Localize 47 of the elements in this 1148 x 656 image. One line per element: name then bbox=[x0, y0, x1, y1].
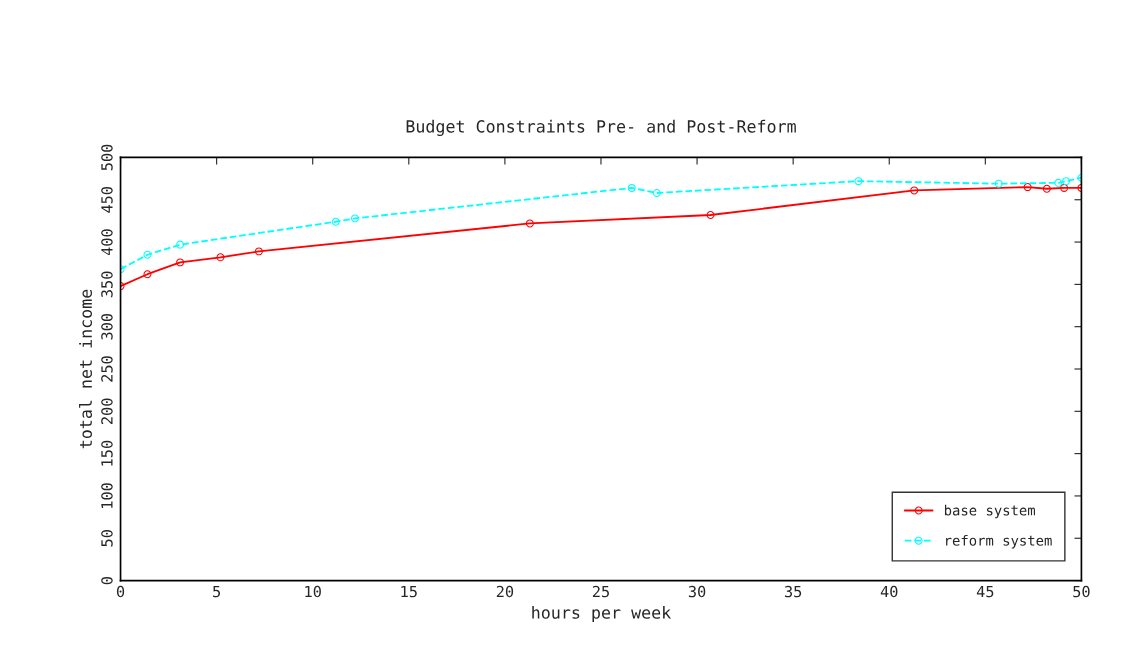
y-tick-label: 300 bbox=[101, 313, 113, 340]
point bbox=[216, 253, 225, 262]
y-tick-label: 400 bbox=[101, 229, 113, 256]
x-tick-label: 10 bbox=[305, 585, 321, 598]
x-tick-label: 35 bbox=[784, 585, 802, 598]
point bbox=[706, 210, 715, 219]
point bbox=[254, 247, 263, 256]
point bbox=[1062, 177, 1071, 186]
x-tick-label: 5 bbox=[213, 585, 220, 598]
x-tick-label: 25 bbox=[592, 585, 609, 598]
point bbox=[627, 183, 636, 192]
x-tick-label: 50 bbox=[1073, 585, 1090, 598]
x-tick-label: 45 bbox=[976, 585, 994, 598]
point bbox=[143, 270, 152, 279]
x-tick-label: 40 bbox=[880, 585, 898, 598]
point bbox=[652, 188, 661, 197]
legend-label: base system bbox=[944, 504, 1035, 519]
point bbox=[1054, 178, 1063, 187]
y-tick-label: 350 bbox=[101, 271, 113, 298]
point bbox=[176, 240, 185, 249]
y-tick-label: 500 bbox=[101, 144, 113, 171]
y-tick-label: 50 bbox=[101, 530, 113, 547]
point bbox=[1060, 183, 1069, 192]
legend-label: reform system bbox=[946, 534, 1052, 549]
point bbox=[331, 217, 340, 226]
point bbox=[994, 179, 1003, 188]
y-tick-label: 200 bbox=[101, 398, 113, 424]
x-tick-label: 20 bbox=[496, 585, 514, 598]
y-tick-label: 450 bbox=[101, 186, 113, 213]
point bbox=[910, 186, 919, 195]
chart-title: Budget Constraints Pre- and Post-Reform bbox=[406, 119, 796, 137]
x-tick-label: 0 bbox=[116, 585, 125, 598]
point bbox=[525, 219, 534, 228]
point bbox=[351, 214, 359, 223]
x-tick-label: 30 bbox=[688, 585, 706, 598]
y-axis-title: total net income bbox=[79, 289, 93, 449]
point bbox=[176, 258, 185, 267]
x-axis-title: hours per week bbox=[532, 605, 671, 623]
point bbox=[1042, 184, 1051, 193]
x-tick-label: 15 bbox=[401, 585, 417, 598]
y-tick-label: 0 bbox=[101, 576, 113, 585]
point bbox=[143, 250, 152, 259]
y-tick-label: 250 bbox=[101, 356, 113, 382]
y-tick-label: 100 bbox=[101, 483, 113, 508]
point bbox=[854, 177, 863, 186]
y-tick-label: 150 bbox=[101, 440, 113, 466]
point bbox=[1023, 183, 1032, 192]
